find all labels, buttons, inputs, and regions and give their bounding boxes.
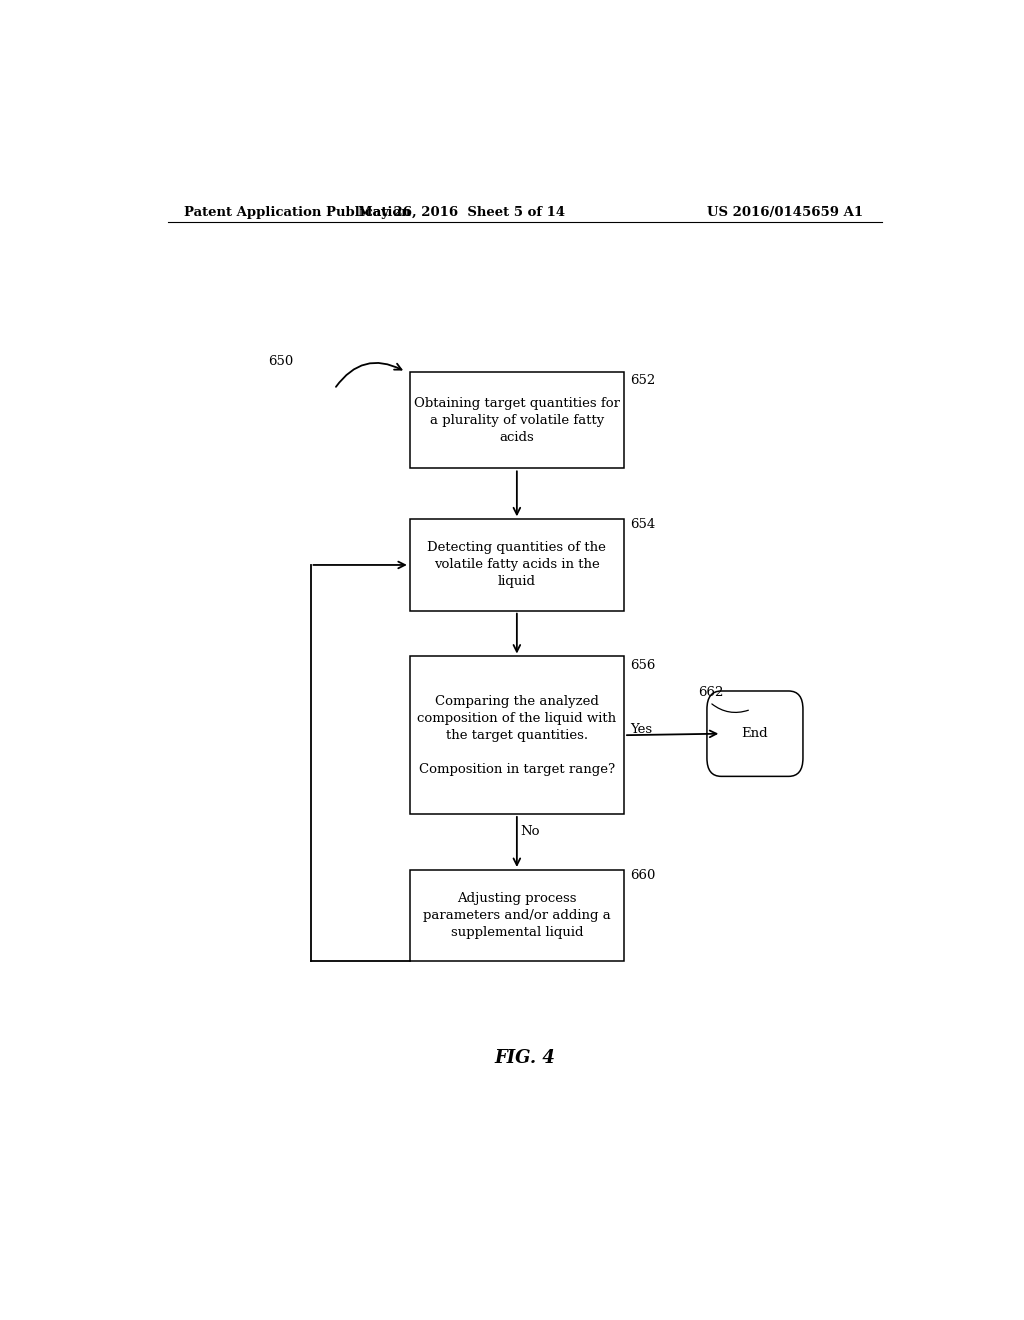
Text: No: No: [520, 825, 540, 838]
Text: US 2016/0145659 A1: US 2016/0145659 A1: [708, 206, 863, 219]
Text: 654: 654: [631, 519, 655, 532]
Text: Yes: Yes: [631, 723, 652, 737]
FancyBboxPatch shape: [410, 656, 624, 814]
Text: FIG. 4: FIG. 4: [495, 1049, 555, 1067]
Text: 650: 650: [268, 355, 294, 368]
Text: End: End: [741, 727, 768, 741]
Text: Obtaining target quantities for
a plurality of volatile fatty
acids: Obtaining target quantities for a plural…: [414, 396, 620, 444]
FancyBboxPatch shape: [410, 870, 624, 961]
Text: 662: 662: [697, 686, 723, 700]
Text: Adjusting process
parameters and/or adding a
supplemental liquid: Adjusting process parameters and/or addi…: [423, 892, 610, 939]
FancyBboxPatch shape: [410, 519, 624, 611]
FancyBboxPatch shape: [707, 690, 803, 776]
Text: 656: 656: [631, 659, 655, 672]
Text: Patent Application Publication: Patent Application Publication: [183, 206, 411, 219]
Text: 652: 652: [631, 374, 655, 387]
Text: May 26, 2016  Sheet 5 of 14: May 26, 2016 Sheet 5 of 14: [357, 206, 565, 219]
FancyBboxPatch shape: [410, 372, 624, 469]
Text: 660: 660: [631, 869, 655, 882]
Text: Detecting quantities of the
volatile fatty acids in the
liquid: Detecting quantities of the volatile fat…: [427, 541, 606, 589]
Text: Comparing the analyzed
composition of the liquid with
the target quantities.

Co: Comparing the analyzed composition of th…: [418, 694, 616, 776]
